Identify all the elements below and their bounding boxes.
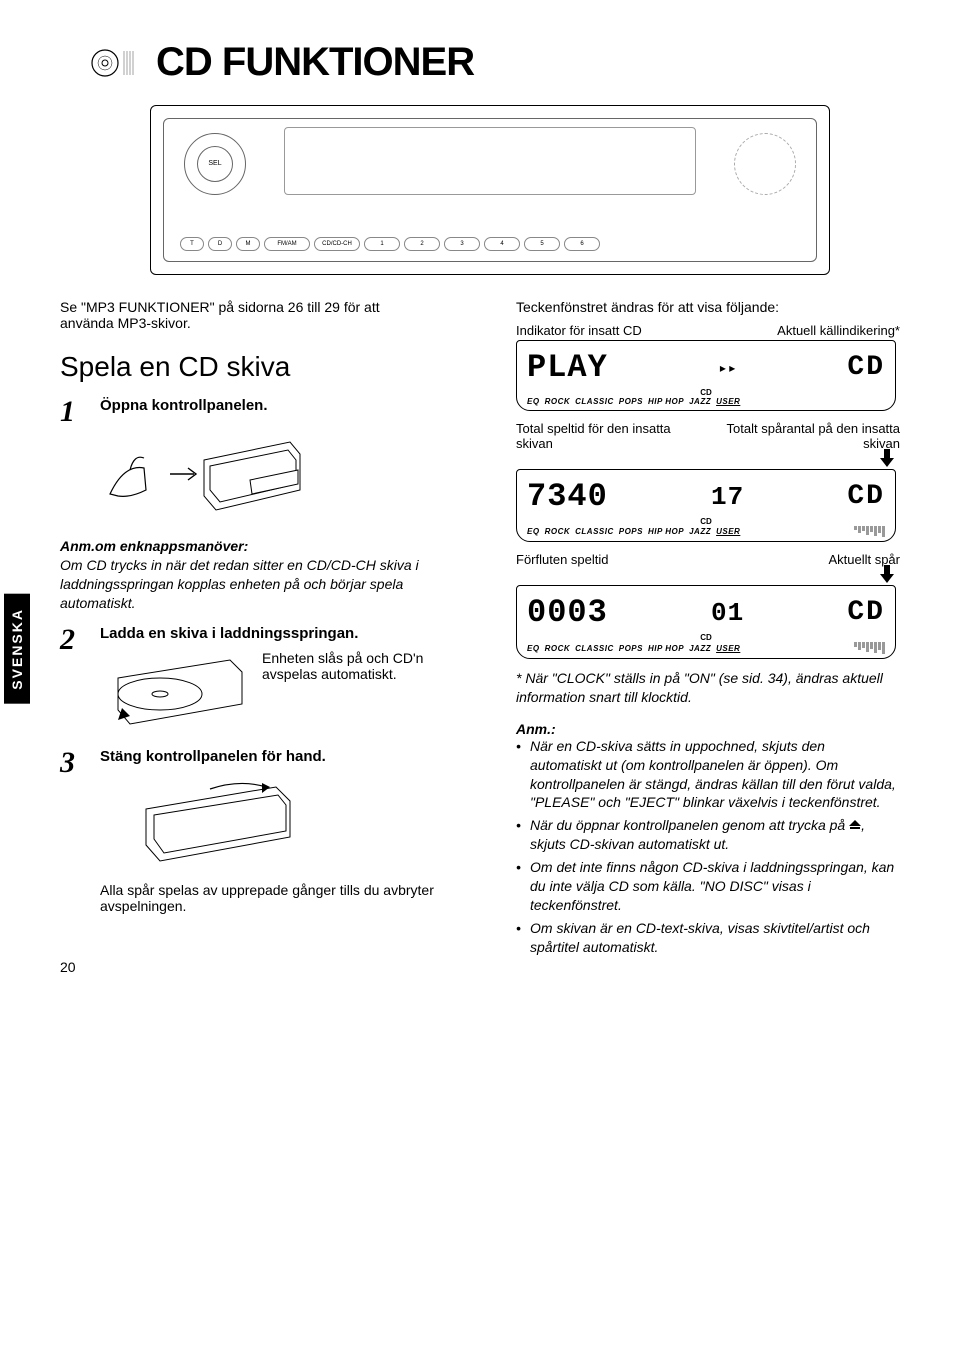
step-2-num: 2 xyxy=(60,625,86,734)
step-1-num: 1 xyxy=(60,397,86,523)
lbl-source: Aktuell källindikering* xyxy=(777,323,900,338)
d3-main: 0003 xyxy=(527,594,608,631)
lbl-total-tracks: Totalt spårantal på den insatta skivan xyxy=(716,421,900,451)
arrow-down-icon xyxy=(880,449,894,467)
section-heading: Spela en CD skiva xyxy=(60,351,480,383)
eq-eq: EQ xyxy=(527,397,540,406)
page-title: CD FUNKTIONER xyxy=(156,40,474,85)
radio-btn-1: 1 xyxy=(364,237,400,251)
display1-labels: Indikator för insatt CD Aktuell källindi… xyxy=(516,323,900,338)
display-total: 7340 17 CD CD EQ ROCK CLASSIC POPS HIP H… xyxy=(516,469,896,542)
radio-btn-fmam: FM/AM xyxy=(264,237,310,251)
step-2: 2 Ladda en skiva i laddningsspringan. xyxy=(60,625,480,734)
lbl-cd-indicator: Indikator för insatt CD xyxy=(516,323,642,338)
d3-tag: CD xyxy=(847,597,885,628)
language-tab: SVENSKA xyxy=(4,594,30,704)
step-3: 3 Stäng kontrollpanelen för hand. All xyxy=(60,748,480,914)
note-b3: Om det inte finns någon CD-skiva i laddn… xyxy=(516,858,900,915)
radio-btn-4: 4 xyxy=(484,237,520,251)
eq-row-2: EQ ROCK CLASSIC POPS HIP HOP JAZZ USER xyxy=(527,526,885,537)
display-play: PLAY ▸ ▸ CD CD EQ ROCK CLASSIC POPS HIP … xyxy=(516,340,896,411)
eq-rock: ROCK xyxy=(545,397,571,406)
note1-body: Om CD trycks in när det redan sitter en … xyxy=(60,557,419,611)
d2-disc: 17 xyxy=(711,482,744,512)
radio-unit-illustration: SEL T D M FM/AM CD/CD-CH 1 2 3 4 5 6 xyxy=(150,105,830,275)
radio-knob: SEL xyxy=(184,133,246,195)
d2-tag: CD xyxy=(847,481,885,512)
cd-small-2: CD xyxy=(527,517,885,526)
step-1-title: Öppna kontrollpanelen. xyxy=(100,397,480,414)
eject-icon xyxy=(849,820,861,830)
radio-btn-5: 5 xyxy=(524,237,560,251)
d1-main: PLAY xyxy=(527,349,608,386)
d2-main: 7340 xyxy=(527,478,608,515)
load-disc-illustration xyxy=(100,650,250,734)
radio-btn-2: 2 xyxy=(404,237,440,251)
radio-display-area xyxy=(284,127,696,195)
step-2-title: Ladda en skiva i laddningsspringan. xyxy=(100,625,480,642)
clock-footnote: * När "CLOCK" ställs in på "ON" (se sid.… xyxy=(516,669,900,707)
step-2-side: Enheten slås på och CD'n avspelas automa… xyxy=(262,650,480,682)
single-button-note: Anm.om enknappsmanöver: Om CD trycks in … xyxy=(60,537,480,613)
note-b2: När du öppnar kontrollpanelen genom att … xyxy=(516,816,900,854)
radio-btn-d: D xyxy=(208,237,232,251)
lbl-elapsed: Förfluten speltid xyxy=(516,552,609,567)
eq-user: USER xyxy=(716,397,740,406)
step-1: 1 Öppna kontrollpanelen. xyxy=(60,397,480,523)
step-3-title: Stäng kontrollpanelen för hand. xyxy=(100,748,480,765)
radio-dpad xyxy=(734,133,796,195)
radio-btn-6: 6 xyxy=(564,237,600,251)
knob-label: SEL xyxy=(185,160,245,167)
radio-btn-3: 3 xyxy=(444,237,480,251)
d1-tag: CD xyxy=(847,352,885,383)
d3-disc: 01 xyxy=(711,598,744,628)
radio-btn-cdch: CD/CD-CH xyxy=(314,237,360,251)
display-elapsed: 0003 01 CD CD EQ ROCK CLASSIC POPS HIP H… xyxy=(516,585,896,659)
note-b4: Om skivan är en CD-text-skiva, visas ski… xyxy=(516,919,900,957)
step-3-num: 3 xyxy=(60,748,86,914)
eq-pops: POPS xyxy=(619,397,643,406)
cd-small-3: CD xyxy=(527,633,885,642)
note1-head: Anm.om enknappsmanöver: xyxy=(60,538,248,554)
radio-btn-t: T xyxy=(180,237,204,251)
anm2-head: Anm.: xyxy=(516,721,900,737)
eq-jazz: JAZZ xyxy=(689,397,711,406)
open-panel-illustration xyxy=(100,424,310,520)
radio-button-row: T D M FM/AM CD/CD-CH 1 2 3 4 5 6 xyxy=(180,237,800,251)
page-number: 20 xyxy=(60,959,76,975)
right-lead: Teckenfönstret ändras för att visa följa… xyxy=(516,299,900,315)
cd-header-icon xyxy=(90,45,140,81)
arrow-down-icon-2 xyxy=(880,565,894,583)
close-panel-illustration xyxy=(130,773,300,869)
radio-btn-m: M xyxy=(236,237,260,251)
eq-classic: CLASSIC xyxy=(575,397,614,406)
step-3-after: Alla spår spelas av upprepade gånger til… xyxy=(100,882,480,914)
eq-hiphop: HIP HOP xyxy=(648,397,684,406)
note-b1: När en CD-skiva sätts in uppochned, skju… xyxy=(516,737,900,813)
cd-small-1: CD xyxy=(527,388,885,397)
eq-row-1: EQ ROCK CLASSIC POPS HIP HOP JAZZ USER xyxy=(527,397,885,406)
lbl-total-time: Total speltid för den insatta skivan xyxy=(516,421,700,451)
notes-list: När en CD-skiva sätts in uppochned, skju… xyxy=(516,737,900,957)
eq-row-3: EQ ROCK CLASSIC POPS HIP HOP JAZZ USER xyxy=(527,642,885,654)
intro-text: Se "MP3 FUNKTIONER" på sidorna 26 till 2… xyxy=(60,299,430,331)
display2-labels: Total speltid för den insatta skivan Tot… xyxy=(516,421,900,451)
